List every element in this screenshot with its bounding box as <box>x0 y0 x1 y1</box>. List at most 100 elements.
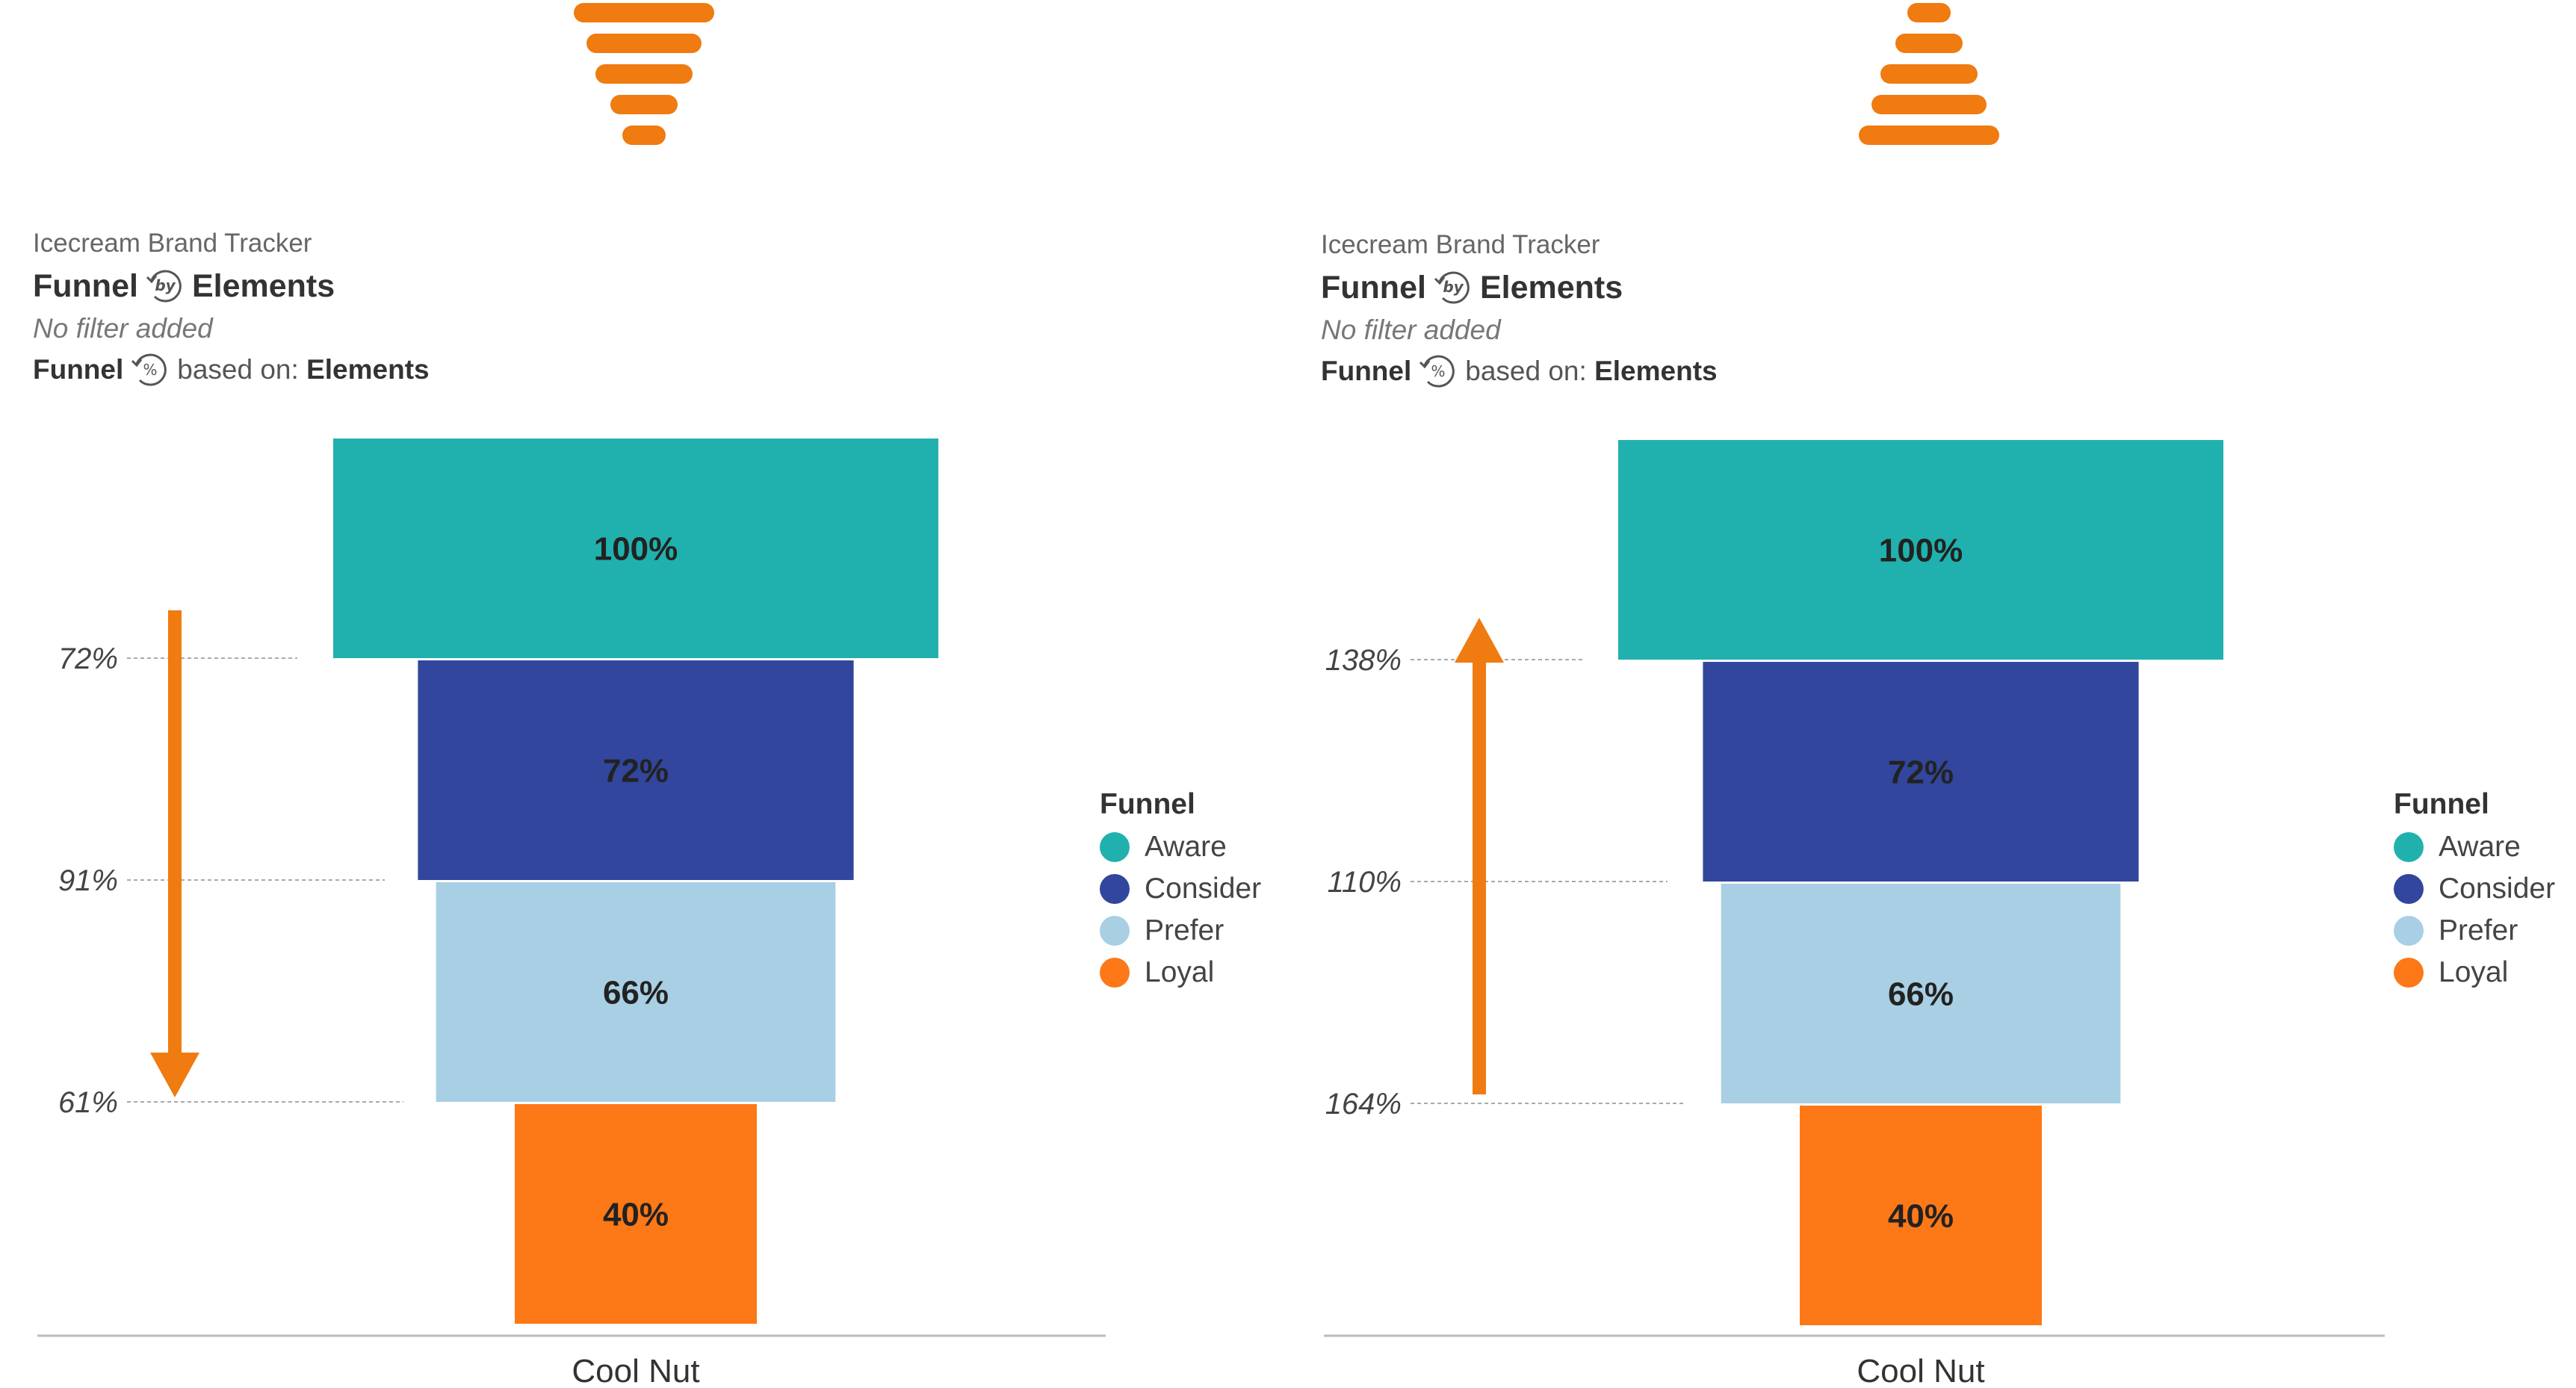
by-icon-text: by <box>155 276 176 294</box>
segment-label-prefer: 66% <box>603 975 669 1011</box>
chart-subtitle: Icecream Brand Tracker <box>1321 230 1600 259</box>
legend-title: Funnel <box>2394 788 2489 820</box>
legend-item-prefer[interactable]: Prefer <box>2394 910 2555 952</box>
legend-left: Funnel Aware Consider Prefer Loyal <box>1100 783 1261 994</box>
funnel-ascending-icon <box>1859 3 1999 145</box>
legend-dot-consider <box>2394 874 2424 904</box>
segment-label-loyal: 40% <box>603 1197 669 1233</box>
title-elements: Elements <box>1479 270 1623 306</box>
chart-subtitle: Icecream Brand Tracker <box>33 229 312 258</box>
legend-item-aware[interactable]: Aware <box>2394 826 2555 868</box>
percent-icon-text: % <box>143 361 158 379</box>
funnel-segment-aware[interactable] <box>333 439 938 658</box>
conversion-label: 72% <box>58 642 118 675</box>
chart-header-left: Icecream Brand Tracker Funnel by Element… <box>33 224 705 391</box>
legend-label-aware: Aware <box>2439 831 2521 863</box>
by-cycle-icon[interactable]: by <box>144 267 186 306</box>
arrow-head <box>1455 618 1504 663</box>
based-elements: Elements <box>1594 356 1718 386</box>
legend-label-loyal: Loyal <box>2439 956 2509 988</box>
funnel-segment-loyal[interactable] <box>1800 1106 2042 1325</box>
legend-item-aware[interactable]: Aware <box>1100 826 1261 868</box>
funnel-icon-bar <box>586 34 702 53</box>
conversion-label: 61% <box>58 1086 118 1119</box>
segment-label-prefer: 66% <box>1888 976 1954 1013</box>
segment-label-loyal: 40% <box>1888 1198 1954 1235</box>
legend-dot-aware <box>2394 832 2424 862</box>
funnel-segment-prefer[interactable] <box>436 882 836 1102</box>
legend-item-consider[interactable]: Consider <box>1100 868 1261 910</box>
arrow-shaft <box>1473 631 1486 1094</box>
segment-label-aware: 100% <box>594 531 678 568</box>
funnel-chart-left: 100% 72% 66% 40% 72% 91% 61% Cool Nut <box>37 3 1106 1388</box>
segment-label-aware: 100% <box>1879 533 1963 569</box>
legend-title: Funnel <box>1100 788 1195 820</box>
legend-label-consider: Consider <box>1145 873 1262 905</box>
arrow-head <box>150 1053 199 1097</box>
based-on-row: Funnel % based on: Elements <box>33 348 705 391</box>
funnel-icon-bar <box>1871 95 1987 114</box>
funnel-icon-bar <box>622 126 666 145</box>
legend-item-prefer[interactable]: Prefer <box>1100 910 1261 952</box>
legend-dot-prefer <box>2394 916 2424 946</box>
segment-label-consider: 72% <box>603 753 669 790</box>
conversion-label: 110% <box>1328 866 1402 899</box>
segment-label-consider: 72% <box>1888 755 1954 791</box>
x-category-label: Cool Nut <box>1857 1353 1984 1388</box>
funnel-icon-bar <box>1895 34 1963 53</box>
legend-dot-loyal <box>2394 958 2424 988</box>
conversion-label: 164% <box>1325 1088 1402 1121</box>
title-funnel: Funnel <box>33 268 138 304</box>
arrow-up-icon <box>1455 618 1504 1094</box>
funnel-icon-bar <box>1880 64 1978 84</box>
chart-title: Funnel by Elements <box>1321 264 1993 311</box>
funnel-icon-bar <box>1907 3 1951 22</box>
conversion-label: 91% <box>58 864 118 897</box>
legend-dot-prefer <box>1100 916 1130 946</box>
title-elements: Elements <box>191 268 335 304</box>
legend-item-loyal[interactable]: Loyal <box>1100 952 1261 994</box>
funnel-icon-bar <box>1859 126 1999 145</box>
filter-status: No filter added <box>33 313 213 344</box>
based-funnel: Funnel <box>1321 356 1412 386</box>
funnel-panel-left: 100% 72% 66% 40% 72% 91% 61% Cool Nut Icecream … <box>33 3 1261 1388</box>
filter-status: No filter added <box>1321 315 1501 345</box>
based-on-label: based on: <box>177 354 299 385</box>
based-on-label: based on: <box>1465 356 1587 386</box>
legend-dot-loyal <box>1100 958 1130 988</box>
legend-item-loyal[interactable]: Loyal <box>2394 952 2555 994</box>
legend-dot-aware <box>1100 832 1130 862</box>
percent-cycle-icon[interactable]: % <box>129 350 171 389</box>
funnel-icon-bar <box>610 95 678 114</box>
chart-title: Funnel by Elements <box>33 263 705 309</box>
by-cycle-icon[interactable]: by <box>1432 268 1474 307</box>
legend-label-prefer: Prefer <box>1145 914 1224 946</box>
based-elements: Elements <box>306 354 430 385</box>
legend-label-aware: Aware <box>1145 831 1227 863</box>
funnel-descending-icon <box>574 3 714 145</box>
funnel-chart-right: 100% 72% 66% 40% 138% 110% 164% Cool Nut <box>1324 3 2385 1388</box>
funnel-segment-consider[interactable] <box>418 660 854 880</box>
percent-icon-text: % <box>1431 362 1446 380</box>
arrow-shaft <box>168 610 182 1059</box>
legend-right: Funnel Aware Consider Prefer Loyal <box>2394 783 2555 994</box>
legend-item-consider[interactable]: Consider <box>2394 868 2555 910</box>
legend-label-consider: Consider <box>2439 873 2556 905</box>
conversion-label: 138% <box>1325 644 1402 677</box>
funnel-segment-prefer[interactable] <box>1721 884 2121 1103</box>
percent-cycle-icon[interactable]: % <box>1417 352 1459 391</box>
based-funnel: Funnel <box>33 354 124 385</box>
funnel-panel-right: 100% 72% 66% 40% 138% 110% 164% Cool Nut Icecre… <box>1288 0 2576 1388</box>
legend-label-loyal: Loyal <box>1145 956 1215 988</box>
x-category-label: Cool Nut <box>572 1353 699 1388</box>
chart-header-right: Icecream Brand Tracker Funnel by Element… <box>1321 226 1993 393</box>
by-icon-text: by <box>1443 278 1464 296</box>
funnel-segment-consider[interactable] <box>1703 662 2139 882</box>
funnel-segment-loyal[interactable] <box>515 1104 757 1324</box>
based-on-row: Funnel % based on: Elements <box>1321 350 1993 393</box>
funnel-icon-bar <box>574 3 714 22</box>
arrow-down-icon <box>150 610 199 1097</box>
title-funnel: Funnel <box>1321 270 1426 306</box>
funnel-segment-aware[interactable] <box>1618 440 2223 660</box>
legend-dot-consider <box>1100 874 1130 904</box>
